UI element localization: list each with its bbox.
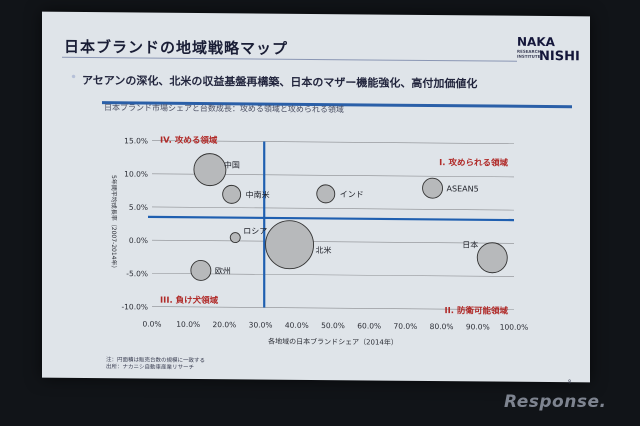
gridline <box>152 140 514 145</box>
gridline <box>152 273 514 277</box>
quadrant-label: III. 負け犬領域 <box>160 295 219 307</box>
bubble-point <box>222 184 242 204</box>
x-tick-label: 70.0% <box>393 322 417 331</box>
bubble-point <box>190 260 212 281</box>
presentation-slide: 日本ブランドの地域戦略マップ NAKA RESEARCH INSTITUTE N… <box>42 11 590 386</box>
bubble-point <box>476 242 508 274</box>
bubble-label: 北米 <box>316 245 332 255</box>
bubble-point <box>193 153 227 187</box>
bubble-label: 欧州 <box>215 266 231 276</box>
bubble-chart: 15.0% 10.0% 5.0% 0.0% -5.0% -10.0% 0.0% 10.0% 20… <box>110 135 529 347</box>
bubble-label: ASEAN5 <box>447 184 479 193</box>
x-tick-label: 60.0% <box>357 321 381 330</box>
y-tick-label: 5.0% <box>129 203 148 212</box>
x-tick-label: 0.0% <box>142 319 161 328</box>
x-tick-label: 20.0% <box>212 320 236 329</box>
y-axis-label: 5年間平均成長率（2007-2014年） <box>110 175 118 272</box>
response-watermark: Response. <box>504 392 607 412</box>
quadrant-label: II. 防衛可能領域 <box>444 305 508 317</box>
bubble-label: 日本 <box>462 239 478 249</box>
y-tick-label: 15.0% <box>124 136 148 145</box>
bubble-label: インド <box>340 190 364 199</box>
x-tick-label: 50.0% <box>321 321 345 330</box>
bubble-label: 中南米 <box>246 190 270 200</box>
footnotes: 注：円面積は販売台数の規模に一致する 出所：ナカニシ自動車産業リサーチ <box>106 357 205 372</box>
bubble-label: 中国 <box>224 160 240 170</box>
x-tick-label: 10.0% <box>176 320 200 329</box>
x-tick-label: 80.0% <box>430 322 454 331</box>
bubble-point <box>229 232 241 244</box>
bubble-label: ロシア <box>243 227 267 236</box>
gridline <box>152 239 514 244</box>
quadrant-label: IV. 攻める領域 <box>160 135 218 147</box>
x-tick-label: 90.0% <box>466 322 490 331</box>
gridline <box>152 206 514 211</box>
footnote-source: 出所：ナカニシ自動車産業リサーチ <box>106 364 195 371</box>
bubble-point <box>316 184 336 204</box>
x-tick-label: 40.0% <box>285 321 309 330</box>
quadrant-label: I. 攻められる領域 <box>439 157 508 169</box>
divider-horizontal <box>148 215 514 222</box>
page-number: 8 <box>568 379 572 386</box>
x-tick-label: 100.0% <box>500 323 529 332</box>
x-tick-label: 30.0% <box>249 320 273 329</box>
y-tick-label: -10.0% <box>121 302 148 311</box>
bubble-point <box>422 177 443 199</box>
y-tick-label: 10.0% <box>124 170 148 179</box>
gridline <box>152 306 514 311</box>
bubble-point <box>265 220 315 270</box>
y-tick-label: -5.0% <box>126 269 148 278</box>
y-tick-label: 0.0% <box>129 236 148 245</box>
x-axis-label: 各地域の日本ブランドシェア（2014年） <box>268 337 398 347</box>
